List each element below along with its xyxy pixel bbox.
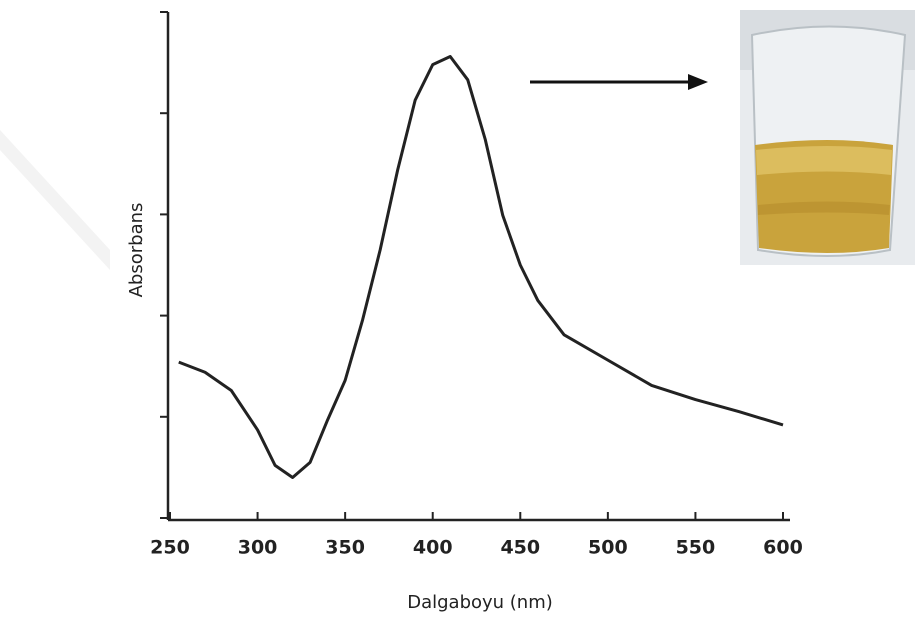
x-tick-label: 350 <box>325 537 365 559</box>
x-tick-label: 600 <box>763 537 803 559</box>
x-tick-label: 400 <box>413 537 453 559</box>
x-axis-title: Dalgaboyu (nm) <box>407 592 553 613</box>
beaker-photo <box>740 10 915 265</box>
arrow <box>530 74 708 90</box>
y-axis-title: Absorbans <box>126 203 147 298</box>
x-tick-label: 550 <box>676 537 716 559</box>
x-tick-label: 450 <box>500 537 540 559</box>
spectrum-line <box>178 55 784 480</box>
x-tick-label: 300 <box>238 537 278 559</box>
x-tick-label: 250 <box>150 537 190 559</box>
x-tick-label: 500 <box>588 537 628 559</box>
watermark <box>0 130 110 270</box>
